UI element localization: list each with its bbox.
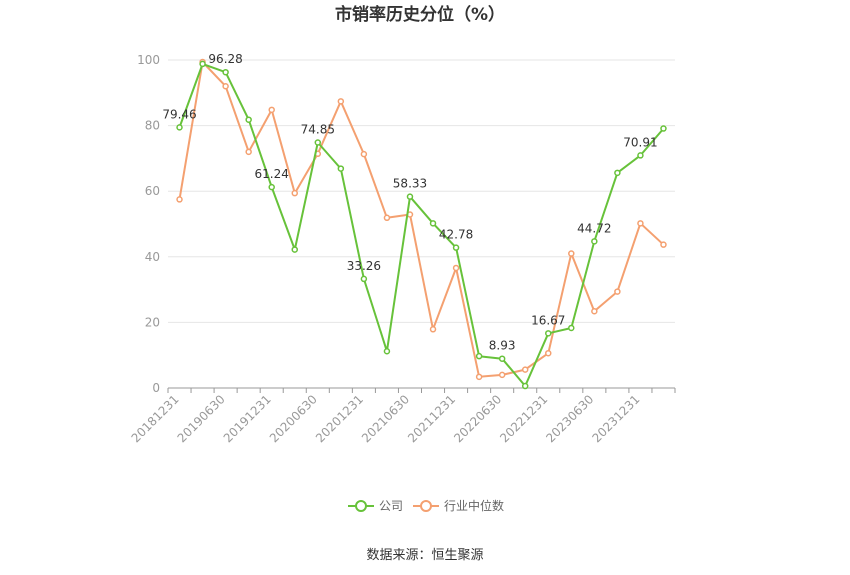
x-tick-label: 20221231 — [497, 392, 550, 445]
x-tick-label: 20230630 — [543, 392, 596, 445]
legend-marker-industry — [421, 501, 431, 511]
data-point-company[interactable] — [638, 153, 643, 158]
data-point-company[interactable] — [384, 349, 389, 354]
data-point-company[interactable] — [246, 117, 251, 122]
data-label: 33.26 — [347, 259, 381, 273]
data-point-company[interactable] — [407, 194, 412, 199]
data-label: 8.93 — [489, 339, 516, 353]
data-point-company[interactable] — [523, 384, 528, 389]
data-point-industry[interactable] — [592, 309, 597, 314]
data-point-industry[interactable] — [523, 367, 528, 372]
data-label: 96.28 — [208, 52, 242, 66]
legend[interactable]: 公司 行业中位数 — [348, 498, 504, 513]
data-point-company[interactable] — [546, 331, 551, 336]
data-point-industry[interactable] — [269, 107, 274, 112]
x-tick-label: 20181231 — [129, 392, 182, 445]
data-point-company[interactable] — [500, 356, 505, 361]
y-tick-label: 100 — [137, 53, 160, 67]
grid-lines — [168, 60, 675, 322]
data-point-industry[interactable] — [454, 265, 459, 270]
x-tick-label: 20231231 — [589, 392, 642, 445]
x-tick-label: 20200630 — [267, 392, 320, 445]
data-point-company[interactable] — [177, 125, 182, 130]
data-label: 58.33 — [393, 177, 427, 191]
data-point-company[interactable] — [569, 325, 574, 330]
data-label: 16.67 — [531, 313, 565, 327]
data-point-company[interactable] — [338, 166, 343, 171]
data-point-industry[interactable] — [546, 351, 551, 356]
legend-marker-company — [356, 501, 366, 511]
data-point-industry[interactable] — [338, 99, 343, 104]
data-label: 74.85 — [301, 122, 335, 136]
x-tick-label: 20201231 — [313, 392, 366, 445]
data-point-industry[interactable] — [431, 327, 436, 332]
data-point-industry[interactable] — [500, 372, 505, 377]
legend-label-industry: 行业中位数 — [444, 498, 504, 513]
data-point-company[interactable] — [431, 221, 436, 226]
data-point-industry[interactable] — [223, 84, 228, 89]
data-point-company[interactable] — [454, 245, 459, 250]
data-point-industry[interactable] — [615, 289, 620, 294]
x-tick-label: 20191231 — [221, 392, 274, 445]
data-point-company[interactable] — [592, 239, 597, 244]
data-label: 61.24 — [255, 167, 289, 181]
data-point-company[interactable] — [661, 126, 666, 131]
data-point-industry[interactable] — [292, 191, 297, 196]
data-point-company[interactable] — [269, 185, 274, 190]
chart-title: 市销率历史分位（%） — [335, 4, 505, 25]
data-point-company[interactable] — [361, 276, 366, 281]
data-point-company[interactable] — [292, 247, 297, 252]
data-point-company[interactable] — [200, 61, 205, 66]
data-point-industry[interactable] — [384, 215, 389, 220]
data-point-industry[interactable] — [477, 374, 482, 379]
data-point-company[interactable] — [615, 170, 620, 175]
data-point-industry[interactable] — [661, 242, 666, 247]
data-point-industry[interactable] — [638, 221, 643, 226]
data-label: 42.78 — [439, 228, 473, 242]
data-label: 79.46 — [162, 107, 196, 121]
data-point-company[interactable] — [477, 354, 482, 359]
data-point-industry[interactable] — [246, 149, 251, 154]
y-axis: 0 20 40 60 80 100 — [137, 53, 160, 395]
series-line-industry — [180, 62, 664, 377]
data-point-company[interactable] — [223, 70, 228, 75]
data-label: 44.72 — [577, 221, 611, 235]
y-tick-label: 40 — [145, 250, 160, 264]
source-note: 数据来源：恒生聚源 — [366, 548, 483, 563]
y-tick-label: 20 — [145, 315, 160, 329]
y-tick-label: 60 — [145, 184, 160, 198]
y-tick-label: 0 — [152, 381, 160, 395]
y-tick-label: 80 — [145, 119, 160, 133]
x-tick-label: 20210630 — [359, 392, 412, 445]
x-tick-label: 20190630 — [175, 392, 228, 445]
x-tick-label: 20211231 — [405, 392, 458, 445]
x-axis: 2018123120190630201912312020063020201231… — [129, 388, 675, 445]
data-point-industry[interactable] — [569, 251, 574, 256]
legend-item-industry[interactable]: 行业中位数 — [413, 498, 504, 513]
data-label: 70.91 — [623, 135, 657, 149]
legend-item-company[interactable]: 公司 — [348, 499, 403, 513]
x-tick-label: 20220630 — [451, 392, 504, 445]
data-point-company[interactable] — [315, 140, 320, 145]
data-point-industry[interactable] — [361, 152, 366, 157]
data-point-industry[interactable] — [177, 197, 182, 202]
legend-label-company: 公司 — [379, 499, 403, 513]
